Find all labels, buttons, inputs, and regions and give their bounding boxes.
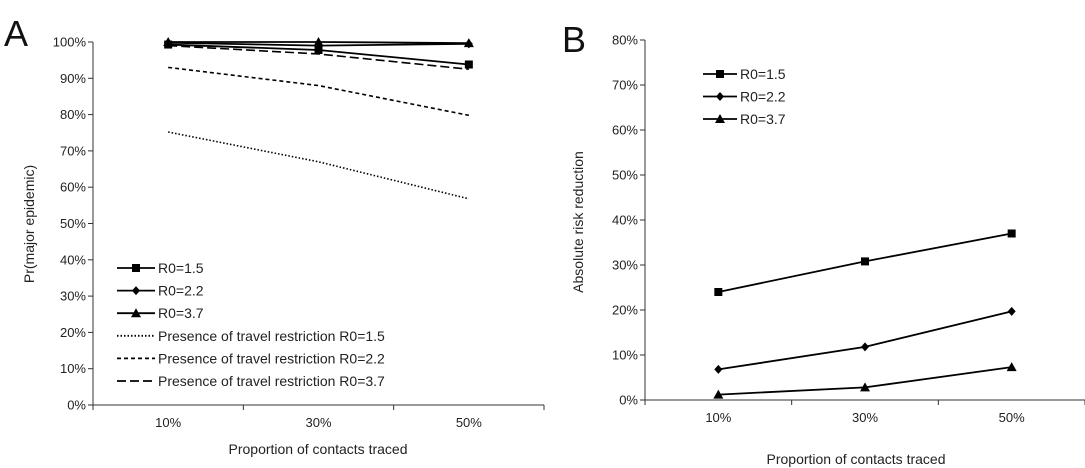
data-point <box>714 364 723 374</box>
panel-a-letter: A <box>4 13 28 54</box>
y-tick-label: 80% <box>60 107 86 122</box>
data-point <box>1007 229 1016 238</box>
y-tick-label: 50% <box>612 168 638 183</box>
data-point <box>861 257 869 266</box>
legend-label: R0=1.5 <box>158 260 204 276</box>
y-tick-label: 10% <box>612 348 638 363</box>
panel-a-legend: R0=1.5 R0=2.2 R0=3.7 Presence of travel res… <box>117 260 385 389</box>
panel-b-series <box>713 229 1017 399</box>
panel-b-axes: 0% 10% 20% 30% 40% 50% 60% 70% 80% 10% 30% 50% <box>612 33 1085 425</box>
y-tick-label: 80% <box>612 33 638 48</box>
legend-label: Presence of travel restriction R0=1.5 <box>158 328 385 344</box>
data-point <box>714 288 723 296</box>
legend-marker <box>132 264 140 272</box>
panel-a-xlabel: Proportion of contacts traced <box>229 441 408 457</box>
data-point <box>1006 362 1017 372</box>
series-line-6 <box>168 44 469 71</box>
y-tick-label: 20% <box>612 303 638 318</box>
legend-label: R0=1.5 <box>740 66 786 82</box>
y-tick-label: 90% <box>60 71 86 86</box>
panel-b-legend: R0=1.5 R0=2.2 R0=3.7 <box>703 66 786 127</box>
x-tick-label: 10% <box>155 415 181 430</box>
panel-b: B 0% 10% 20% 30% 40% 50% 60% 70% 80% 10% 30% 50% R0… <box>562 19 1085 467</box>
legend-marker <box>131 308 141 318</box>
y-tick-label: 70% <box>60 143 86 158</box>
panel-a-series <box>163 37 474 200</box>
y-tick-label: 0% <box>67 398 86 413</box>
x-tick-label: 10% <box>705 410 731 425</box>
data-point <box>861 342 869 352</box>
y-tick-label: 50% <box>60 216 86 231</box>
y-tick-label: 100% <box>53 35 87 50</box>
legend-marker <box>715 114 725 123</box>
y-tick-label: 70% <box>612 78 638 93</box>
panel-b-letter: B <box>562 19 586 60</box>
y-tick-label: 30% <box>612 258 638 273</box>
y-tick-label: 40% <box>612 213 638 228</box>
legend-label: R0=2.2 <box>158 283 204 299</box>
y-tick-label: 60% <box>60 180 86 195</box>
data-point <box>464 60 473 69</box>
legend-label: R0=2.2 <box>740 89 786 105</box>
y-tick-label: 10% <box>60 361 86 376</box>
legend-marker <box>132 286 140 296</box>
x-tick-label: 50% <box>999 410 1025 425</box>
legend-label: Presence of travel restriction R0=2.2 <box>158 350 385 366</box>
legend-marker <box>716 92 724 101</box>
panel-a-axes: 0% 10% 20% 30% 40% 50% 60% 70% 80% 90% 100% 10% 30% 5… <box>53 35 545 430</box>
series-line-2 <box>718 310 1012 371</box>
x-tick-label: 30% <box>305 415 331 430</box>
panel-b-xlabel: Proportion of contacts traced <box>767 451 946 467</box>
y-tick-label: 30% <box>60 289 86 304</box>
y-tick-label: 60% <box>612 123 638 138</box>
legend-label: R0=3.7 <box>740 111 786 127</box>
data-point <box>313 37 324 46</box>
y-tick-label: 20% <box>60 325 86 340</box>
panel-a-ylabel: Pr(major epidemic) <box>21 165 37 283</box>
series-line-4 <box>168 131 470 200</box>
series-line-5 <box>168 66 469 117</box>
data-point <box>1007 306 1016 316</box>
data-point <box>713 389 724 399</box>
data-point <box>463 38 474 48</box>
data-point <box>163 37 174 46</box>
data-point <box>860 382 870 392</box>
y-tick-label: 40% <box>60 252 86 267</box>
legend-label: R0=3.7 <box>158 305 204 321</box>
x-tick-label: 30% <box>852 410 878 425</box>
x-tick-label: 50% <box>456 415 482 430</box>
legend-label: Presence of travel restriction R0=3.7 <box>158 373 385 389</box>
y-tick-label: 0% <box>619 393 638 408</box>
panel-b-ylabel: Absolute risk reduction <box>570 151 586 293</box>
legend-marker <box>716 70 724 78</box>
panel-a: A 0% 10% 20% 30% 40% 50% 60% 70% 80% 90% 100% 10% 30… <box>4 13 545 457</box>
